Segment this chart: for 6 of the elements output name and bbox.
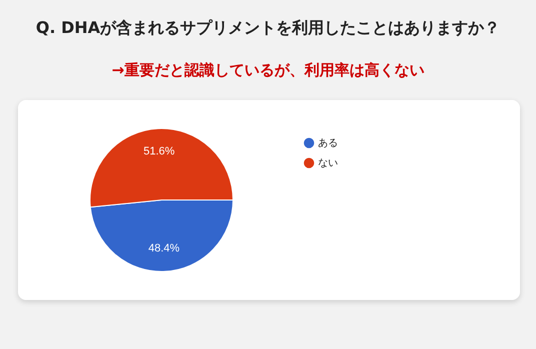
data-label: 51.6% <box>143 145 175 158</box>
chart-subtitle: →重要だと認識しているが、利用率は高くない <box>110 61 426 80</box>
data-label: 48.4% <box>148 242 180 255</box>
legend-label: ある <box>318 138 338 149</box>
chart-title: Q. DHAが含まれるサプリメントを利用したことはありますか？ <box>34 18 502 39</box>
legend-label: ない <box>318 158 338 169</box>
